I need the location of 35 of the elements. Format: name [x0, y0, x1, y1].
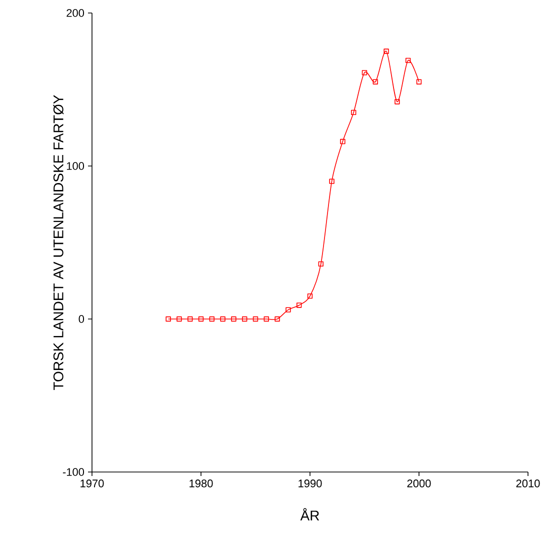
- point: [318, 261, 324, 267]
- point: [296, 302, 302, 308]
- point: [384, 48, 389, 54]
- y-tick-label: 0: [78, 315, 84, 323]
- point: [405, 58, 411, 64]
- point: [307, 293, 313, 299]
- point: [187, 316, 193, 322]
- x-tick-label: 2010: [516, 480, 540, 488]
- point: [286, 307, 291, 312]
- point: [252, 316, 258, 322]
- y-axis-title: TORSK LANDET AV UTENLANDSKE FARTØY: [53, 94, 64, 390]
- point: [220, 316, 226, 322]
- x-axis-title: ÅR: [300, 508, 320, 520]
- y-tick-label: -100: [62, 468, 84, 476]
- point: [394, 99, 400, 104]
- point: [416, 79, 422, 84]
- point: [329, 178, 334, 184]
- point: [372, 79, 378, 84]
- point: [209, 316, 214, 322]
- point: [176, 316, 182, 322]
- x-tick-label: 1980: [190, 480, 213, 488]
- y-tick-label: 100: [66, 162, 84, 170]
- point: [264, 316, 269, 322]
- point: [274, 316, 280, 322]
- point: [340, 138, 346, 144]
- point: [242, 316, 248, 322]
- x-tick-label: 1990: [298, 480, 322, 488]
- x-tick-label: 2000: [407, 480, 431, 488]
- point: [231, 316, 236, 322]
- point: [166, 316, 171, 322]
- point: [198, 316, 204, 322]
- y-tick-label: 200: [66, 9, 84, 17]
- point: [362, 70, 368, 76]
- x-tick-label: 1970: [80, 480, 104, 488]
- point: [350, 110, 356, 116]
